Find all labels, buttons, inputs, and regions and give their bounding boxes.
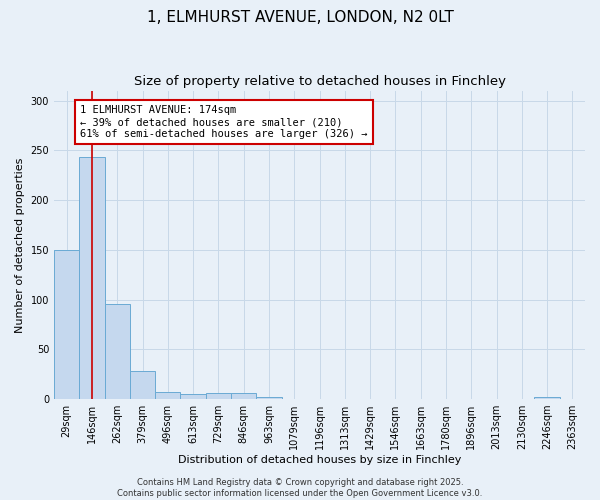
Bar [181,394,206,399]
X-axis label: Distribution of detached houses by size in Finchley: Distribution of detached houses by size … [178,455,461,465]
Bar [535,397,560,399]
Text: Contains HM Land Registry data © Crown copyright and database right 2025.
Contai: Contains HM Land Registry data © Crown c… [118,478,482,498]
Bar [256,397,281,399]
Text: 1, ELMHURST AVENUE, LONDON, N2 0LT: 1, ELMHURST AVENUE, LONDON, N2 0LT [146,10,454,25]
Bar [130,371,155,399]
Y-axis label: Number of detached properties: Number of detached properties [15,157,25,332]
Title: Size of property relative to detached houses in Finchley: Size of property relative to detached ho… [134,75,506,88]
Bar [54,250,79,399]
Bar [104,304,130,399]
Bar [206,393,231,399]
Bar [155,392,181,399]
Text: 1 ELMHURST AVENUE: 174sqm
← 39% of detached houses are smaller (210)
61% of semi: 1 ELMHURST AVENUE: 174sqm ← 39% of detac… [80,106,367,138]
Bar [79,157,104,399]
Bar [231,393,256,399]
